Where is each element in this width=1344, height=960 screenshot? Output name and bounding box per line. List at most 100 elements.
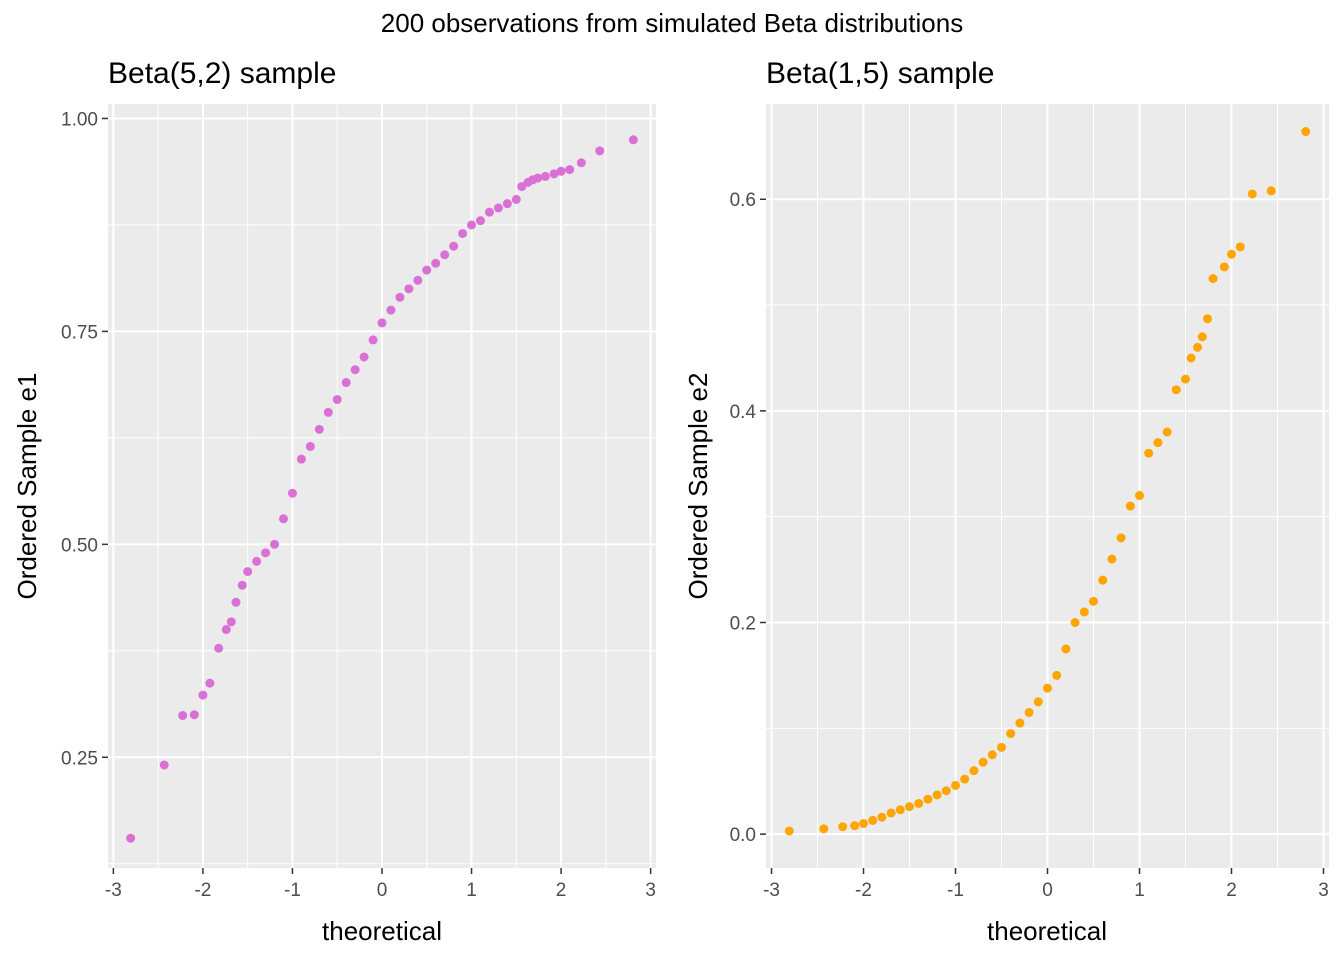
data-point — [377, 318, 387, 328]
data-point — [237, 580, 247, 590]
data-point — [565, 165, 575, 175]
data-point — [189, 710, 199, 720]
data-point — [287, 488, 297, 498]
y-axis-title: Ordered Sample e1 — [12, 373, 42, 600]
data-point — [413, 275, 423, 285]
data-point — [178, 711, 188, 721]
data-point — [533, 173, 543, 183]
data-point — [1061, 644, 1071, 654]
data-point — [341, 378, 351, 388]
data-point — [270, 539, 280, 549]
data-point — [511, 194, 521, 204]
data-points — [784, 127, 1311, 836]
data-point — [323, 407, 333, 417]
y-axis-title: Ordered Sample e2 — [683, 373, 713, 600]
x-tick-label: 1 — [466, 880, 477, 901]
data-point — [886, 808, 896, 818]
data-point — [449, 241, 459, 251]
data-point — [960, 774, 970, 784]
data-point — [1171, 385, 1181, 395]
data-point — [576, 158, 586, 168]
data-point — [1116, 533, 1126, 543]
data-point — [1144, 448, 1154, 458]
y-tick-label: 0.50 — [61, 535, 98, 556]
data-point — [932, 790, 942, 800]
data-point — [1301, 127, 1311, 137]
data-point — [1266, 186, 1276, 196]
x-tick-label: 1 — [1134, 880, 1145, 901]
data-point — [422, 265, 432, 275]
data-point — [895, 805, 905, 815]
data-point — [914, 798, 924, 808]
data-point — [997, 742, 1007, 752]
data-point — [502, 199, 512, 209]
y-tick-label: 0.75 — [61, 322, 98, 343]
x-axis-title: theoretical — [987, 916, 1107, 946]
data-point — [1024, 707, 1034, 717]
data-point — [941, 786, 951, 796]
data-point — [1070, 618, 1080, 628]
x-tick-label: -3 — [763, 880, 780, 901]
data-point — [987, 750, 997, 760]
data-point — [838, 822, 848, 832]
data-point — [243, 567, 253, 577]
data-point — [1006, 729, 1016, 739]
data-point — [1043, 683, 1052, 693]
data-point — [1153, 438, 1163, 448]
data-point — [1235, 242, 1245, 252]
x-tick-label: 2 — [556, 880, 567, 901]
x-tick-label: 3 — [1318, 880, 1329, 901]
data-point — [296, 454, 306, 464]
data-point — [332, 395, 342, 405]
data-points — [126, 135, 638, 843]
data-point — [877, 812, 887, 822]
data-point — [221, 625, 231, 635]
x-tick-label: 0 — [1042, 880, 1053, 901]
data-point — [784, 826, 794, 836]
x-axis-ticks: -3 -2 -1 0 1 2 3 — [105, 868, 656, 901]
data-point — [1180, 374, 1190, 384]
grid-major — [108, 104, 656, 868]
data-point — [556, 166, 566, 176]
x-tick-label: -3 — [105, 880, 122, 901]
panel-title: Beta(5,2) sample — [108, 57, 336, 90]
data-point — [261, 548, 271, 558]
data-point — [252, 556, 262, 566]
data-point — [1134, 491, 1144, 501]
data-point — [1208, 274, 1218, 284]
data-point — [493, 203, 503, 213]
data-point — [458, 228, 468, 238]
y-tick-label: 0.2 — [730, 614, 756, 635]
x-axis-title: theoretical — [322, 916, 442, 946]
data-point — [350, 365, 360, 375]
x-tick-label: -1 — [284, 880, 301, 901]
data-point — [1197, 332, 1207, 342]
y-axis-ticks: 0.0 0.2 0.4 0.6 — [730, 190, 766, 846]
data-point — [1033, 697, 1043, 707]
data-point — [431, 258, 441, 268]
data-point — [859, 819, 869, 829]
data-point — [1125, 501, 1135, 511]
data-point — [1226, 249, 1236, 259]
data-point — [214, 643, 224, 653]
data-point — [314, 424, 324, 434]
x-tick-label: 3 — [645, 880, 656, 901]
panel-beta-5-2: Beta(5,2) sample -3 -2 -1 0 1 2 3 0.25 0.50 0.75… — [12, 57, 656, 946]
y-tick-label: 0.4 — [730, 402, 757, 423]
x-tick-label: 2 — [1226, 880, 1237, 901]
data-point — [868, 815, 878, 825]
data-point — [905, 802, 915, 812]
y-axis-ticks: 0.25 0.50 0.75 1.00 — [61, 109, 108, 769]
data-point — [628, 135, 638, 145]
data-point — [198, 690, 208, 700]
data-point — [305, 441, 315, 451]
y-tick-label: 0.0 — [730, 825, 756, 846]
data-point — [819, 824, 829, 834]
data-point — [226, 617, 236, 627]
data-point — [923, 794, 933, 804]
data-point — [1202, 314, 1212, 324]
x-tick-label: -1 — [947, 880, 964, 901]
data-point — [126, 833, 136, 843]
data-point — [1098, 575, 1108, 585]
